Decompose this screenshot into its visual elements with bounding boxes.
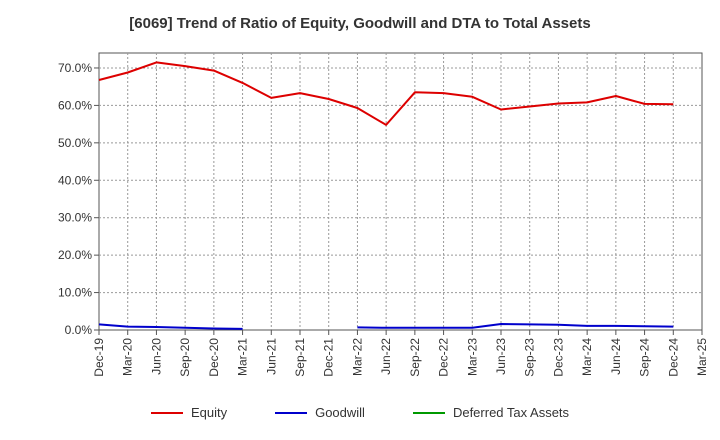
x-tick-label: Sep-20 bbox=[178, 338, 192, 377]
x-tick-label: Jun-23 bbox=[494, 338, 508, 375]
x-tick-label: Dec-19 bbox=[92, 338, 106, 377]
x-tick-label: Jun-20 bbox=[149, 338, 163, 375]
series-line-goodwill bbox=[98, 323, 243, 330]
y-tick-label: 50.0% bbox=[58, 136, 92, 150]
legend-swatch-equity bbox=[150, 411, 183, 414]
plot-frame bbox=[98, 52, 703, 331]
y-tick-label: 0.0% bbox=[65, 323, 93, 337]
legend-label-equity: Equity bbox=[190, 405, 228, 420]
legend-item-equity: Equity bbox=[150, 405, 228, 420]
x-tick-label: Jun-24 bbox=[609, 338, 623, 375]
series-line-equity bbox=[98, 61, 674, 126]
legend-item-goodwill: Goodwill bbox=[275, 405, 365, 420]
legend-swatch-deferred-tax-assets bbox=[412, 411, 445, 414]
x-tick-label: Sep-23 bbox=[523, 338, 537, 377]
legend-label-goodwill: Goodwill bbox=[315, 405, 365, 420]
x-tick-label: Jun-21 bbox=[264, 338, 278, 375]
y-tick-label: 40.0% bbox=[58, 173, 92, 187]
x-tick-label: Mar-20 bbox=[121, 338, 135, 376]
x-tick-label: Mar-22 bbox=[350, 338, 364, 376]
x-tick-label: Sep-22 bbox=[408, 338, 422, 377]
x-tick-label: Mar-25 bbox=[695, 338, 709, 376]
legend-item-deferred-tax-assets: Deferred Tax Assets bbox=[412, 405, 570, 420]
legend: Equity Goodwill Deferred Tax Assets bbox=[0, 405, 720, 420]
x-tick-label: Mar-21 bbox=[236, 338, 250, 376]
x-tick-label: Sep-24 bbox=[638, 338, 652, 377]
y-tick-label: 70.0% bbox=[58, 61, 92, 75]
x-tick-label: Jun-22 bbox=[379, 338, 393, 375]
y-tick-label: 30.0% bbox=[58, 211, 92, 225]
x-tick-label: Dec-24 bbox=[666, 338, 680, 377]
x-tick-label: Dec-21 bbox=[322, 338, 336, 377]
y-tick-label: 10.0% bbox=[58, 286, 92, 300]
y-tick-label: 60.0% bbox=[58, 98, 92, 112]
legend-label-deferred-tax-assets: Deferred Tax Assets bbox=[452, 405, 570, 420]
series-line-goodwill bbox=[357, 323, 674, 329]
x-tick-label: Dec-20 bbox=[207, 338, 221, 377]
x-tick-label: Mar-23 bbox=[465, 338, 479, 376]
x-tick-label: Dec-22 bbox=[437, 338, 451, 377]
x-tick-label: Mar-24 bbox=[580, 338, 594, 376]
chart-title: [6069] Trend of Ratio of Equity, Goodwil… bbox=[129, 15, 591, 32]
x-tick-label: Dec-23 bbox=[551, 338, 565, 377]
y-tick-label: 20.0% bbox=[58, 248, 92, 262]
legend-swatch-goodwill bbox=[275, 411, 308, 414]
x-tick-label: Sep-21 bbox=[293, 338, 307, 377]
